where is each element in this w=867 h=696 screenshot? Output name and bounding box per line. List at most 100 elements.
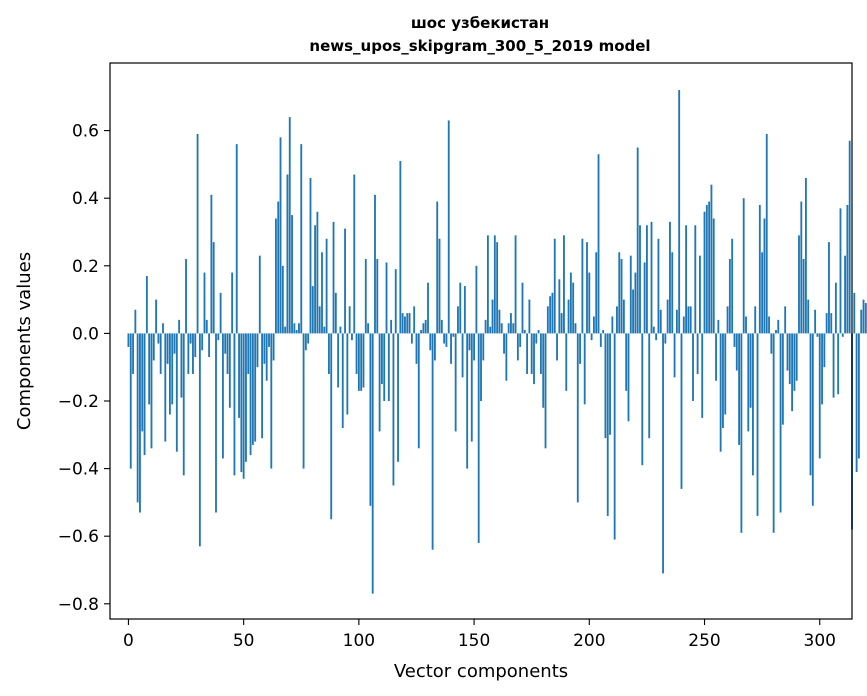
- bar-75: [300, 144, 303, 334]
- bar-151: [475, 265, 478, 334]
- bar-227: [650, 221, 653, 334]
- bar-41: [221, 333, 224, 459]
- bar-169: [516, 333, 519, 361]
- bar-144: [459, 282, 462, 334]
- bar-43: [226, 333, 229, 374]
- bar-32: [201, 333, 204, 351]
- bar-22: [178, 319, 181, 334]
- bar-240: [680, 333, 683, 489]
- bar-74: [298, 323, 300, 334]
- bar-195: [576, 333, 579, 503]
- bar-97: [351, 333, 353, 341]
- bar-212: [616, 306, 618, 334]
- chart-title-line-2: news_upos_skipgram_300_5_2019 model: [309, 37, 650, 55]
- bar-110: [380, 333, 383, 385]
- bar-73: [295, 330, 298, 334]
- bar-20: [173, 333, 176, 354]
- y-tick-label-7: 0.6: [72, 122, 99, 142]
- bar-178: [537, 330, 540, 334]
- bar-142: [454, 333, 457, 432]
- bar-267: [742, 198, 745, 334]
- bar-30: [196, 133, 199, 334]
- bar-175: [530, 333, 533, 374]
- bar-287: [788, 333, 791, 385]
- bar-275: [761, 252, 764, 334]
- bar-197: [581, 238, 584, 334]
- bar-248: [698, 255, 701, 334]
- bar-214: [620, 259, 623, 334]
- bar-129: [424, 319, 427, 334]
- bar-87: [327, 333, 330, 374]
- bar-128: [422, 323, 425, 334]
- bar-153: [480, 333, 482, 401]
- bar-305: [830, 313, 833, 334]
- bar-238: [675, 309, 678, 334]
- bar-160: [496, 242, 499, 334]
- bar-184: [551, 292, 554, 334]
- bar-139: [447, 120, 450, 334]
- bar-156: [486, 235, 489, 334]
- bar-111: [383, 333, 386, 401]
- bar-126: [417, 333, 420, 449]
- bar-307: [834, 282, 837, 334]
- bar-57: [258, 255, 261, 334]
- bar-296: [809, 333, 812, 476]
- bar-140: [450, 333, 452, 364]
- bar-204: [597, 154, 600, 334]
- bar-226: [648, 333, 651, 439]
- bar-253: [710, 184, 713, 334]
- bar-115: [392, 333, 395, 486]
- bar-249: [701, 333, 704, 418]
- bar-187: [558, 279, 561, 334]
- bar-182: [546, 306, 549, 334]
- bar-63: [272, 333, 275, 361]
- bar-100: [357, 333, 360, 391]
- bar-134: [436, 201, 439, 334]
- bar-230: [657, 238, 660, 334]
- bar-174: [528, 299, 531, 334]
- bar-180: [542, 333, 545, 408]
- bar-108: [376, 259, 379, 334]
- bar-68: [284, 326, 287, 334]
- bar-85: [323, 326, 326, 334]
- bar-250: [703, 211, 706, 334]
- bar-60: [265, 333, 268, 381]
- bar-318: [860, 309, 863, 334]
- bar-220: [634, 272, 637, 334]
- bar-205: [599, 333, 602, 347]
- bar-112: [385, 262, 388, 334]
- bar-313: [848, 140, 851, 334]
- bar-309: [839, 208, 842, 334]
- bar-83: [318, 306, 321, 334]
- bar-38: [215, 333, 217, 513]
- x-tick-label-50: 50: [233, 631, 255, 651]
- bar-262: [731, 238, 734, 334]
- bar-215: [622, 299, 625, 334]
- bar-294: [804, 177, 807, 334]
- bar-210: [611, 316, 614, 334]
- x-axis-label: Vector components: [394, 661, 568, 682]
- bar-107: [374, 194, 376, 334]
- bar-256: [717, 319, 720, 334]
- bar-183: [549, 296, 552, 334]
- y-tick-label-0: −0.8: [58, 595, 99, 615]
- bar-277: [765, 133, 768, 334]
- bar-40: [219, 292, 222, 334]
- bar-297: [811, 333, 814, 506]
- bar-168: [514, 235, 517, 334]
- bar-135: [438, 238, 441, 334]
- bar-255: [715, 333, 717, 381]
- bar-66: [279, 137, 282, 334]
- bar-86: [325, 238, 328, 334]
- bar-213: [618, 252, 621, 334]
- bar-239: [678, 90, 681, 334]
- bar-194: [574, 323, 577, 334]
- bar-114: [390, 319, 393, 334]
- bar-264: [735, 333, 738, 371]
- chart-title-line-1: шос узбекистан: [411, 14, 549, 32]
- bar-90: [334, 292, 337, 334]
- bar-54: [251, 333, 254, 445]
- bar-8: [145, 275, 148, 334]
- bar-268: [745, 316, 747, 334]
- bar-310: [841, 333, 844, 337]
